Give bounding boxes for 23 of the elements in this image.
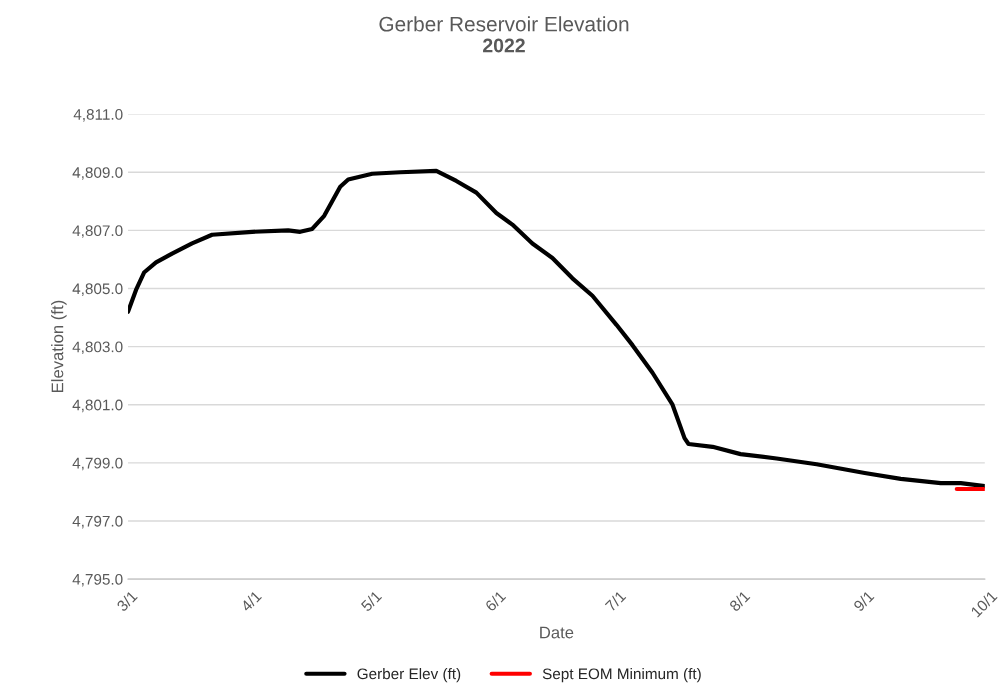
y-tick-label: 4,809.0 [72, 167, 123, 180]
chart-subtitle: 2022 [483, 38, 525, 53]
x-tick-label: 4/1 [239, 590, 263, 613]
legend-label: Sept EOM Minimum (ft) [542, 668, 701, 683]
chart-title: Gerber Reservoir Elevation [379, 16, 629, 32]
legend-label: Gerber Elev (ft) [357, 668, 461, 683]
y-tick-label: 4,811.0 [73, 109, 123, 122]
y-tick-label: 4,805.0 [72, 283, 123, 296]
x-tick-label: 5/1 [360, 590, 383, 613]
x-tick-label: 9/1 [852, 590, 875, 612]
x-tick-label: 8/1 [728, 590, 751, 612]
x-tick-label: 3/1 [115, 590, 138, 613]
x-axis-title: Date [540, 626, 574, 639]
x-tick-label: 6/1 [484, 590, 507, 612]
y-tick-label: 4,797.0 [72, 515, 123, 529]
x-tick-label: 7/1 [604, 590, 627, 612]
y-tick-label: 4,801.0 [72, 399, 123, 413]
y-tick-label: 4,799.0 [72, 457, 123, 471]
line-series [128, 168, 985, 489]
y-axis-title: Elevation (ft) [51, 300, 67, 393]
y-tick-label: 4,807.0 [72, 225, 123, 238]
y-tick-label: 4,795.0 [72, 573, 123, 587]
y-tick-label: 4,803.0 [72, 341, 123, 355]
